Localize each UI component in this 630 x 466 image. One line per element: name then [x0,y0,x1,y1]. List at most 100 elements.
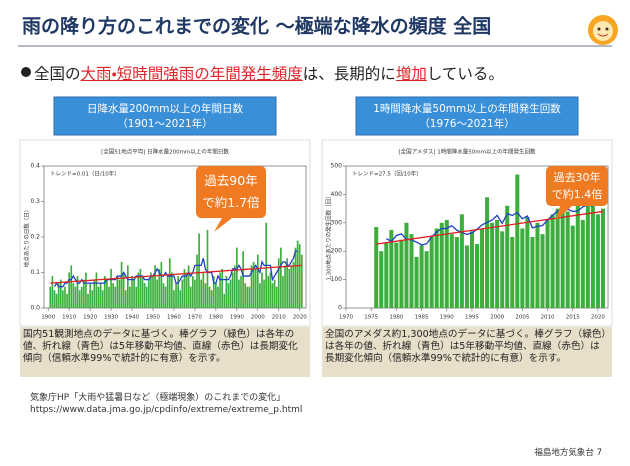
bar [137,273,139,309]
bar [230,280,232,308]
bar [228,283,230,308]
bar [601,209,605,308]
bar [79,290,81,308]
bar [186,273,188,309]
emphasis: 大雨・短時間強雨の年間発生頻度 [81,65,303,83]
bar [374,227,378,308]
x-tick-label: 2015 [566,315,580,321]
bar [505,206,509,308]
source-line: 気象庁HP「大雨や猛暑日など（極端現象）のこれまでの変化」 [30,392,302,404]
bar [56,294,58,308]
bar [551,214,555,308]
bar [404,223,408,308]
bar [135,287,137,308]
bar [530,237,534,308]
bar [75,287,77,308]
bar [282,276,284,308]
bar [450,234,454,308]
text: は、長期的に [303,65,396,83]
panel-period: （1976～2021年） [419,117,514,130]
bar [202,273,204,309]
bar [255,269,257,308]
callout-text: で約1.4倍 [552,187,603,201]
x-tick-label: 1960 [167,315,181,321]
bar [399,240,403,308]
callout-text: で約1.7倍 [202,195,260,210]
panel-period: （1901～2021年） [117,117,212,130]
bar [173,290,175,308]
bar [91,290,93,308]
x-tick-label: 2005 [515,315,529,321]
bar [177,276,179,308]
x-tick-label: 2010 [541,315,555,321]
bar [117,276,119,308]
x-tick-label: 1950 [146,315,160,321]
bar [465,246,469,308]
bar [181,280,183,308]
bar [62,290,64,308]
bar [211,290,213,308]
bar [121,262,123,308]
x-tick-label: 1980 [389,315,403,321]
bar [480,228,484,308]
bar [571,226,575,308]
bar [83,280,85,308]
bar [68,273,70,309]
bar [73,283,75,308]
bar [127,265,129,308]
bar [525,217,529,308]
chart-note: 国内51観測地点のデータに基づく。棒グラフ（緑色）は各年の値、折れ線（青色）は5… [20,327,310,377]
bar [142,276,144,308]
bar [85,273,87,309]
bar [87,294,89,308]
bar [232,273,234,309]
bar [234,265,236,308]
bar [278,258,280,308]
bar [267,276,269,308]
bar [200,280,202,308]
bar [93,280,95,308]
panel-title: 1時間降水量50mm以上の年間発生回数 [373,102,561,115]
bar [485,197,489,308]
slide: 雨の降り方のこれまでの変化 ～極端な降水の頻度 全国 日降水量200mm以上の年… [0,0,630,466]
bar [104,276,106,308]
bar [167,276,169,308]
x-tick-label: 2010 [272,315,286,321]
bar [409,234,413,308]
chart-subtitle: [全国51地点平均] 日降水量200mm以上の年間日数 [101,148,229,156]
bar [238,280,240,308]
x-tick-label: 2000 [251,315,265,321]
bar [263,280,265,308]
x-tick-label: 2020 [293,315,307,321]
bar [240,276,242,308]
bar [299,244,301,308]
emphasis: 増加 [396,65,427,83]
bar [290,265,292,308]
bar [274,280,276,308]
bar [60,280,62,308]
source-url: https://www.data.jma.go.jp/cpdinfo/extre… [30,404,302,416]
bar [295,248,297,308]
callout-text: 過去30年 [554,170,601,184]
y-tick-label: 300 [331,219,343,226]
bar [259,283,261,308]
bar [591,192,595,308]
bar [556,209,560,308]
bar [520,228,524,308]
bar [379,251,383,308]
bar [515,175,519,308]
bar [455,237,459,308]
bar [540,234,544,308]
bar [52,276,54,308]
y-tick-label: 400 [331,191,343,198]
x-tick-label: 1970 [188,315,202,321]
bar [106,280,108,308]
bar [156,280,158,308]
bar [280,248,282,308]
bullet-text: 全国の大雨・短時間強雨の年間発生頻度は、長期的に増加している。 [34,62,504,84]
bar [244,283,246,308]
bar [546,220,550,308]
bar [198,233,200,308]
bar [152,276,154,308]
y-axis-label: 1,300地点あたりの発生回数（回） [325,193,333,280]
